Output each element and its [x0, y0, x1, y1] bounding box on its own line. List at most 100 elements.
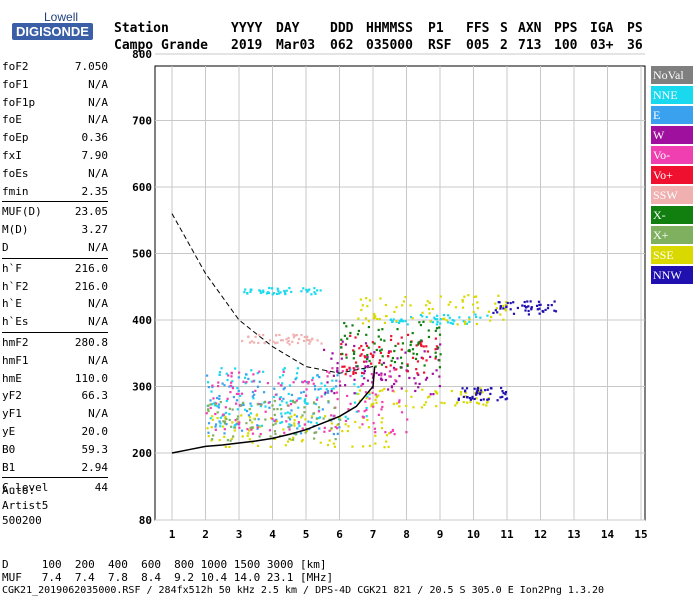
echo-point	[326, 443, 330, 447]
echo-point	[435, 327, 439, 330]
echo-point	[504, 393, 507, 396]
echo-point	[480, 389, 483, 392]
echo-point	[361, 322, 365, 325]
x-tick-label: 9	[437, 528, 444, 541]
echo-point	[346, 429, 349, 433]
echo-point	[206, 381, 210, 384]
param-name: C-level	[2, 481, 49, 495]
hdr-iga-value: 03+	[590, 38, 614, 53]
echo-point	[285, 420, 288, 423]
echo-point	[290, 290, 293, 294]
echo-point	[353, 401, 357, 404]
param-value: N/A	[88, 113, 108, 127]
hdr-time-label: HHMMSS	[366, 21, 413, 36]
echo-point	[456, 323, 459, 326]
echo-point	[211, 418, 214, 421]
echo-point	[409, 304, 412, 307]
echo-point	[305, 288, 308, 291]
echo-point	[380, 427, 384, 430]
echo-point	[379, 338, 383, 341]
echo-point	[413, 377, 416, 380]
echo-point	[345, 325, 348, 328]
echo-point	[363, 372, 366, 375]
echo-point	[497, 301, 500, 304]
echo-point	[369, 352, 372, 355]
echo-point	[364, 391, 368, 394]
echo-point	[336, 432, 339, 435]
echo-point	[406, 364, 409, 368]
echo-point	[224, 415, 227, 418]
hdr-axn-label: AXN	[518, 21, 542, 36]
echo-point	[372, 405, 375, 408]
echo-point	[238, 371, 241, 374]
param-row: hmF2 280.8	[2, 334, 108, 352]
echo-point	[378, 345, 381, 349]
echo-point	[404, 295, 407, 299]
echo-point	[305, 381, 308, 384]
echo-point	[504, 303, 508, 307]
echo-point	[359, 298, 362, 301]
echo-point	[389, 338, 393, 342]
echo-point	[316, 339, 319, 342]
echo-point	[292, 436, 295, 439]
echo-point	[433, 316, 436, 319]
echo-point	[509, 301, 512, 305]
echo-point	[259, 291, 262, 294]
echo-point	[258, 370, 261, 373]
echo-point	[336, 367, 339, 370]
hdr-ffs-value: 005	[466, 38, 490, 53]
param-name: h`Es	[2, 315, 29, 329]
echo-point	[341, 429, 344, 433]
echo-point	[475, 393, 478, 396]
echo-point	[231, 408, 234, 411]
echo-point	[435, 391, 438, 394]
echo-point	[398, 401, 401, 404]
echo-point	[504, 307, 507, 311]
echo-point	[214, 428, 217, 431]
echo-point	[358, 399, 362, 402]
param-value: 216.0	[74, 261, 108, 275]
echo-point	[435, 405, 438, 408]
legend-item: X+	[651, 226, 693, 244]
echo-point	[363, 355, 366, 358]
echo-point	[323, 384, 327, 387]
echo-point	[445, 319, 448, 322]
echo-point	[530, 306, 533, 309]
param-row: foE N/A	[2, 111, 108, 129]
echo-point	[437, 346, 440, 349]
echo-point	[282, 428, 285, 431]
echo-point	[207, 431, 210, 434]
param-value: 110.0	[74, 371, 108, 385]
echo-point	[262, 391, 266, 394]
echo-point	[502, 318, 505, 321]
echo-point	[354, 420, 357, 424]
echo-point	[279, 376, 282, 379]
echo-point	[228, 407, 231, 410]
param-row: fxI 7.90	[2, 147, 108, 165]
echo-point	[468, 318, 471, 321]
echo-point	[340, 357, 343, 360]
echo-point	[391, 320, 394, 324]
x-tick-label: 1	[169, 528, 176, 541]
echo-point	[450, 389, 453, 393]
echo-point	[354, 361, 358, 364]
echo-point	[374, 431, 377, 434]
echo-point	[473, 295, 476, 299]
echo-point	[327, 401, 330, 404]
echo-point	[479, 316, 482, 319]
echo-point	[364, 365, 367, 368]
echo-point	[475, 390, 479, 393]
echo-point	[355, 392, 358, 395]
echo-point	[343, 365, 346, 368]
hdr-station-value: Campo Grande	[114, 38, 208, 53]
echo-point	[269, 445, 272, 448]
echo-point	[530, 307, 533, 310]
echo-point	[281, 339, 284, 342]
echo-point	[396, 357, 399, 360]
echo-point	[411, 331, 414, 335]
echo-point	[290, 409, 293, 412]
echo-point	[356, 365, 359, 368]
echo-point	[246, 434, 249, 437]
echo-point	[368, 359, 371, 363]
echo-point	[219, 422, 222, 425]
